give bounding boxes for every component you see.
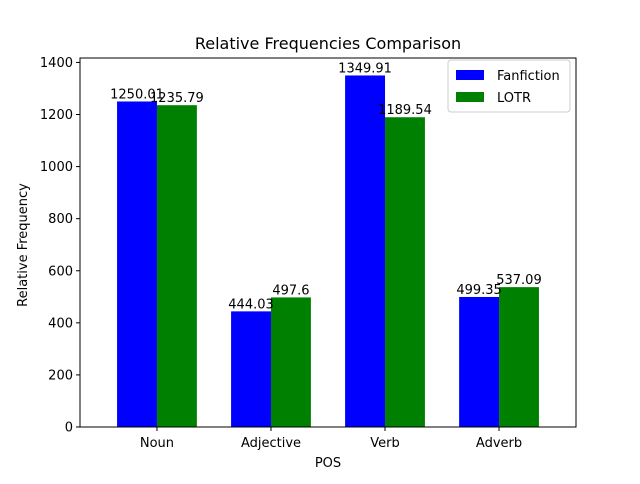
bar-fanfiction-adjective — [231, 311, 271, 427]
bar-lotr-verb — [385, 117, 425, 428]
legend: Fanfiction LOTR — [447, 59, 571, 113]
x-tick-label-verb: Verb — [370, 436, 399, 451]
data-label-fanfiction-noun: 1250.01 — [110, 87, 164, 102]
chart-title: Relative Frequencies Comparison — [195, 34, 461, 53]
x-axis-label: POS — [315, 456, 341, 471]
y-tick-label: 0 — [65, 421, 73, 436]
x-tick-label-adverb: Adverb — [476, 436, 522, 451]
y-tick-label: 400 — [48, 316, 73, 331]
legend-swatch-fanfiction — [456, 70, 484, 80]
x-tick-label-noun: Noun — [140, 436, 174, 451]
y-tick-label: 1200 — [40, 108, 73, 123]
data-label-fanfiction-verb: 1349.91 — [338, 61, 392, 76]
y-tick-label: 1000 — [40, 160, 73, 175]
bar-lotr-adverb — [499, 287, 539, 427]
plot-frame — [79, 57, 577, 428]
data-labels-layer: 1250.01 444.03 1349.91 499.35 1235.79 497.6 11… — [110, 61, 542, 312]
y-tick-label: 1400 — [40, 56, 73, 71]
data-label-lotr-verb: 1189.54 — [378, 103, 432, 118]
data-label-lotr-adverb: 537.09 — [496, 273, 542, 288]
bars-layer — [117, 75, 539, 428]
y-axis-label: Relative Frequency — [16, 183, 31, 307]
axes-layer: 0 200 400 600 800 1000 1200 1400 Noun Adjective Ve… — [40, 56, 577, 451]
legend-label-fanfiction: Fanfiction — [497, 69, 560, 84]
x-tick-label-adjective: Adjective — [241, 436, 301, 451]
data-label-lotr-noun: 1235.79 — [150, 91, 204, 106]
y-tick-label: 200 — [48, 368, 73, 383]
y-tick-label: 600 — [48, 264, 73, 279]
bar-lotr-adjective — [270, 297, 311, 427]
legend-swatch-lotr — [456, 92, 484, 102]
data-label-lotr-adjective: 497.6 — [272, 283, 309, 298]
bar-lotr-noun — [156, 105, 197, 427]
y-tick-label: 800 — [48, 212, 73, 227]
data-label-fanfiction-adverb: 499.35 — [456, 283, 502, 298]
data-label-fanfiction-adjective: 444.03 — [228, 297, 274, 312]
bar-fanfiction-adverb — [459, 296, 500, 427]
bar-fanfiction-verb — [345, 75, 386, 428]
legend-label-lotr: LOTR — [497, 91, 531, 106]
bar-fanfiction-noun — [117, 101, 157, 427]
